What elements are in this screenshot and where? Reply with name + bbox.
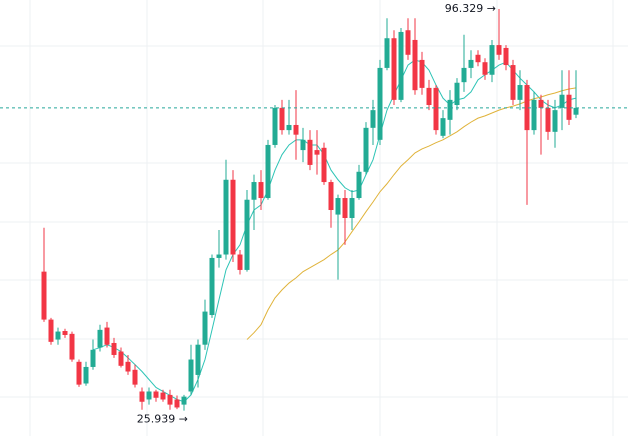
candle-body bbox=[573, 107, 579, 115]
candle-body bbox=[559, 94, 565, 108]
candle-body bbox=[118, 351, 124, 366]
candle-body bbox=[300, 139, 306, 151]
candle-body bbox=[307, 139, 313, 165]
candle-body bbox=[335, 198, 341, 215]
high-label: 96.329 → bbox=[445, 2, 496, 15]
candle-body bbox=[356, 171, 362, 199]
candle-body bbox=[538, 99, 544, 108]
candle-body bbox=[76, 361, 82, 385]
candle-body bbox=[160, 392, 166, 400]
low-label: 25.939 → bbox=[137, 413, 188, 426]
candle-body bbox=[384, 38, 390, 68]
candle-body bbox=[104, 327, 110, 345]
candle-body bbox=[286, 124, 292, 131]
candle-body bbox=[552, 110, 558, 132]
candle-body bbox=[489, 45, 495, 75]
candle-body bbox=[202, 311, 208, 345]
candle-body bbox=[272, 107, 278, 145]
candle-body bbox=[188, 359, 194, 392]
candle-body bbox=[90, 349, 96, 367]
candle-body bbox=[321, 147, 327, 183]
candle-body bbox=[251, 182, 257, 200]
candle-body bbox=[97, 329, 103, 348]
candle-body bbox=[342, 198, 348, 218]
candle-body bbox=[139, 391, 145, 402]
candle-body bbox=[55, 331, 61, 340]
candle-body bbox=[405, 30, 411, 55]
candle-body bbox=[83, 366, 89, 384]
candle-body bbox=[419, 59, 425, 88]
candle-body bbox=[216, 254, 222, 258]
candle-body bbox=[377, 67, 383, 140]
overlay-line bbox=[246, 87, 577, 340]
candle-body bbox=[223, 179, 229, 255]
candle-body bbox=[237, 254, 243, 270]
candle-body bbox=[69, 333, 75, 360]
candle-body bbox=[111, 342, 117, 355]
candle-body bbox=[454, 82, 460, 106]
overlay-line bbox=[92, 59, 577, 403]
candle-body bbox=[496, 45, 502, 55]
candle-body bbox=[146, 391, 152, 400]
candle-body bbox=[244, 199, 250, 270]
candle-body bbox=[391, 38, 397, 100]
candle-body bbox=[531, 99, 537, 131]
candle-body bbox=[566, 94, 572, 120]
candle-body bbox=[125, 361, 131, 372]
candle-body bbox=[468, 59, 474, 68]
candle-body bbox=[412, 39, 418, 91]
candle-body bbox=[475, 54, 481, 63]
candle-body bbox=[279, 107, 285, 131]
candle-body bbox=[370, 110, 376, 128]
candle-body bbox=[195, 344, 201, 375]
candle-body bbox=[426, 87, 432, 106]
candle-body bbox=[545, 107, 551, 132]
candle-body bbox=[363, 127, 369, 172]
candle-body bbox=[482, 62, 488, 75]
candle-body bbox=[349, 198, 355, 218]
candle-body bbox=[398, 31, 404, 100]
candle-body bbox=[167, 394, 173, 405]
candle-body bbox=[258, 182, 264, 199]
candle-body bbox=[174, 399, 180, 408]
candle-body bbox=[447, 99, 453, 120]
candle-body bbox=[328, 182, 334, 211]
candle-body bbox=[48, 319, 54, 342]
candle-body bbox=[503, 47, 509, 66]
candle-body bbox=[209, 257, 215, 316]
candle-body bbox=[440, 118, 446, 136]
candle-body bbox=[510, 65, 516, 100]
candle-body bbox=[265, 144, 271, 199]
candle-body bbox=[517, 85, 523, 100]
candle-body bbox=[230, 179, 236, 255]
candle-body bbox=[314, 150, 320, 155]
candle-body bbox=[41, 271, 47, 320]
candle-body bbox=[433, 87, 439, 131]
candle-body bbox=[461, 67, 467, 83]
candle-body bbox=[524, 85, 530, 131]
candle-body bbox=[132, 369, 138, 385]
candle-body bbox=[181, 396, 187, 405]
candle-body bbox=[293, 124, 299, 135]
candle-body bbox=[62, 330, 68, 335]
candle-body bbox=[153, 391, 159, 398]
